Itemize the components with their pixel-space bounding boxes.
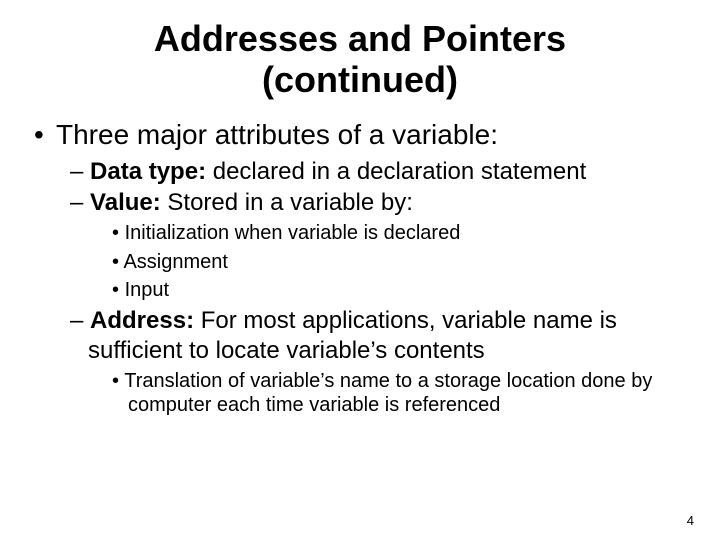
bullet-level-3-init: • Initialization when variable is declar… [28,221,692,245]
value-sub3: Input [125,279,169,301]
address-label: Address: [90,307,194,334]
address-sub1: Translation of variable’s name to a stor… [124,370,652,416]
slide: Addresses and Pointers (continued) •Thre… [0,0,720,540]
dash-icon: – [70,189,83,216]
bullet-level-3-assignment: • Assignment [28,250,692,274]
bullet-icon: • [34,119,56,151]
dash-icon: – [70,158,83,185]
title-line-2: (continued) [262,59,458,100]
bullet-level-3-translation: • Translation of variable’s name to a st… [28,369,692,418]
bullet-level-1: •Three major attributes of a variable: [28,119,692,151]
value-sub1: Initialization when variable is declared [125,222,461,244]
page-number: 4 [687,513,694,528]
dash-icon: – [70,307,83,334]
bullet-level-2-value: – Value: Stored in a variable by: [28,188,692,217]
bullet-level-3-input: • Input [28,278,692,302]
lvl1-text: Three major attributes of a variable: [56,119,498,150]
bullet-level-2-address: – Address: For most applications, variab… [28,306,692,365]
value-sub2: Assignment [123,251,228,273]
bullet-icon: • [112,370,119,392]
bullet-icon: • [112,251,119,273]
datatype-label: Data type: [90,158,206,185]
bullet-icon: • [112,279,119,301]
value-label: Value: [90,189,161,216]
title-line-1: Addresses and Pointers [154,18,566,59]
bullet-icon: • [112,222,119,244]
value-rest: Stored in a variable by: [161,189,413,216]
bullet-level-2-datatype: – Data type: declared in a declaration s… [28,157,692,186]
slide-title: Addresses and Pointers (continued) [28,18,692,101]
datatype-rest: declared in a declaration statement [206,158,586,185]
